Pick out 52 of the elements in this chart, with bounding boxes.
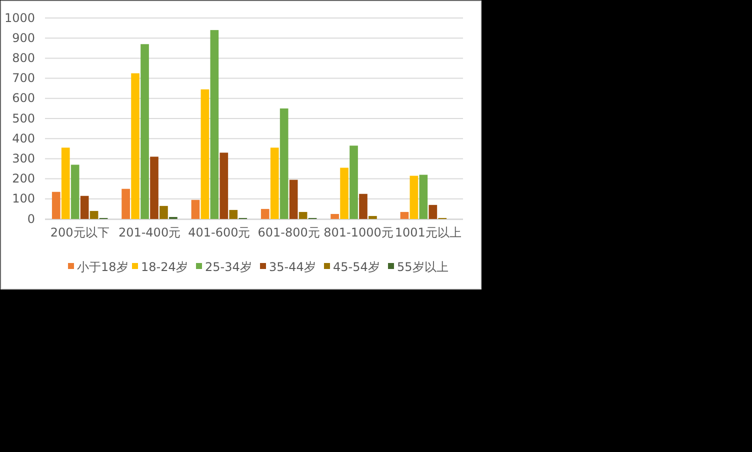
- bar: [150, 156, 158, 219]
- x-tick-label: 201-400元: [118, 226, 181, 240]
- bar: [400, 212, 409, 219]
- legend-label: 55岁以上: [397, 260, 448, 274]
- bar: [289, 180, 298, 219]
- bar: [220, 152, 228, 219]
- bar: [90, 210, 98, 219]
- x-tick-label: 601-800元: [258, 226, 320, 240]
- bar: [260, 208, 270, 219]
- bar: [191, 200, 200, 219]
- bar: [52, 192, 60, 219]
- bar: [160, 206, 168, 219]
- bar: [330, 214, 339, 219]
- bar: [80, 196, 89, 219]
- y-tick-label: 300: [12, 152, 35, 166]
- legend-label: 25-34岁: [205, 260, 252, 274]
- bar: [410, 176, 418, 219]
- bar: [270, 148, 279, 219]
- x-tick-label: 801-1000元: [324, 226, 394, 240]
- y-tick-label: 400: [12, 131, 35, 146]
- bar: [140, 44, 149, 219]
- bar: [131, 73, 140, 219]
- y-tick-label: 0: [27, 212, 35, 226]
- y-tick-label: 500: [12, 111, 35, 126]
- bar: [368, 216, 377, 219]
- bar: [200, 89, 210, 219]
- bar: [359, 194, 368, 219]
- bar: [340, 168, 348, 219]
- bar: [298, 212, 308, 219]
- legend-label: 18-24岁: [141, 260, 188, 274]
- bar: [61, 148, 70, 219]
- y-tick-label: 700: [12, 71, 35, 86]
- y-tick-label: 1000: [4, 10, 35, 25]
- y-tick-label: 600: [12, 91, 35, 106]
- bar: [350, 146, 358, 219]
- x-tick-label: 401-600元: [188, 226, 250, 240]
- bar: [419, 174, 428, 219]
- y-tick-label: 100: [12, 192, 35, 206]
- legend-label: 35-44岁: [269, 260, 316, 274]
- bar: [229, 210, 238, 219]
- x-tick-label: 200元以下: [50, 226, 110, 240]
- bar: [70, 164, 80, 219]
- legend-label: 45-54岁: [333, 260, 380, 274]
- bar: [280, 108, 288, 219]
- y-tick-label: 200: [12, 172, 35, 186]
- bar: [428, 204, 438, 219]
- bar: [122, 188, 130, 219]
- legend-label: 小于18岁: [77, 260, 128, 274]
- y-tick-label: 900: [12, 30, 35, 45]
- y-tick-label: 800: [12, 51, 35, 66]
- bar: [210, 30, 219, 219]
- x-tick-label: 1001元以上: [394, 226, 462, 240]
